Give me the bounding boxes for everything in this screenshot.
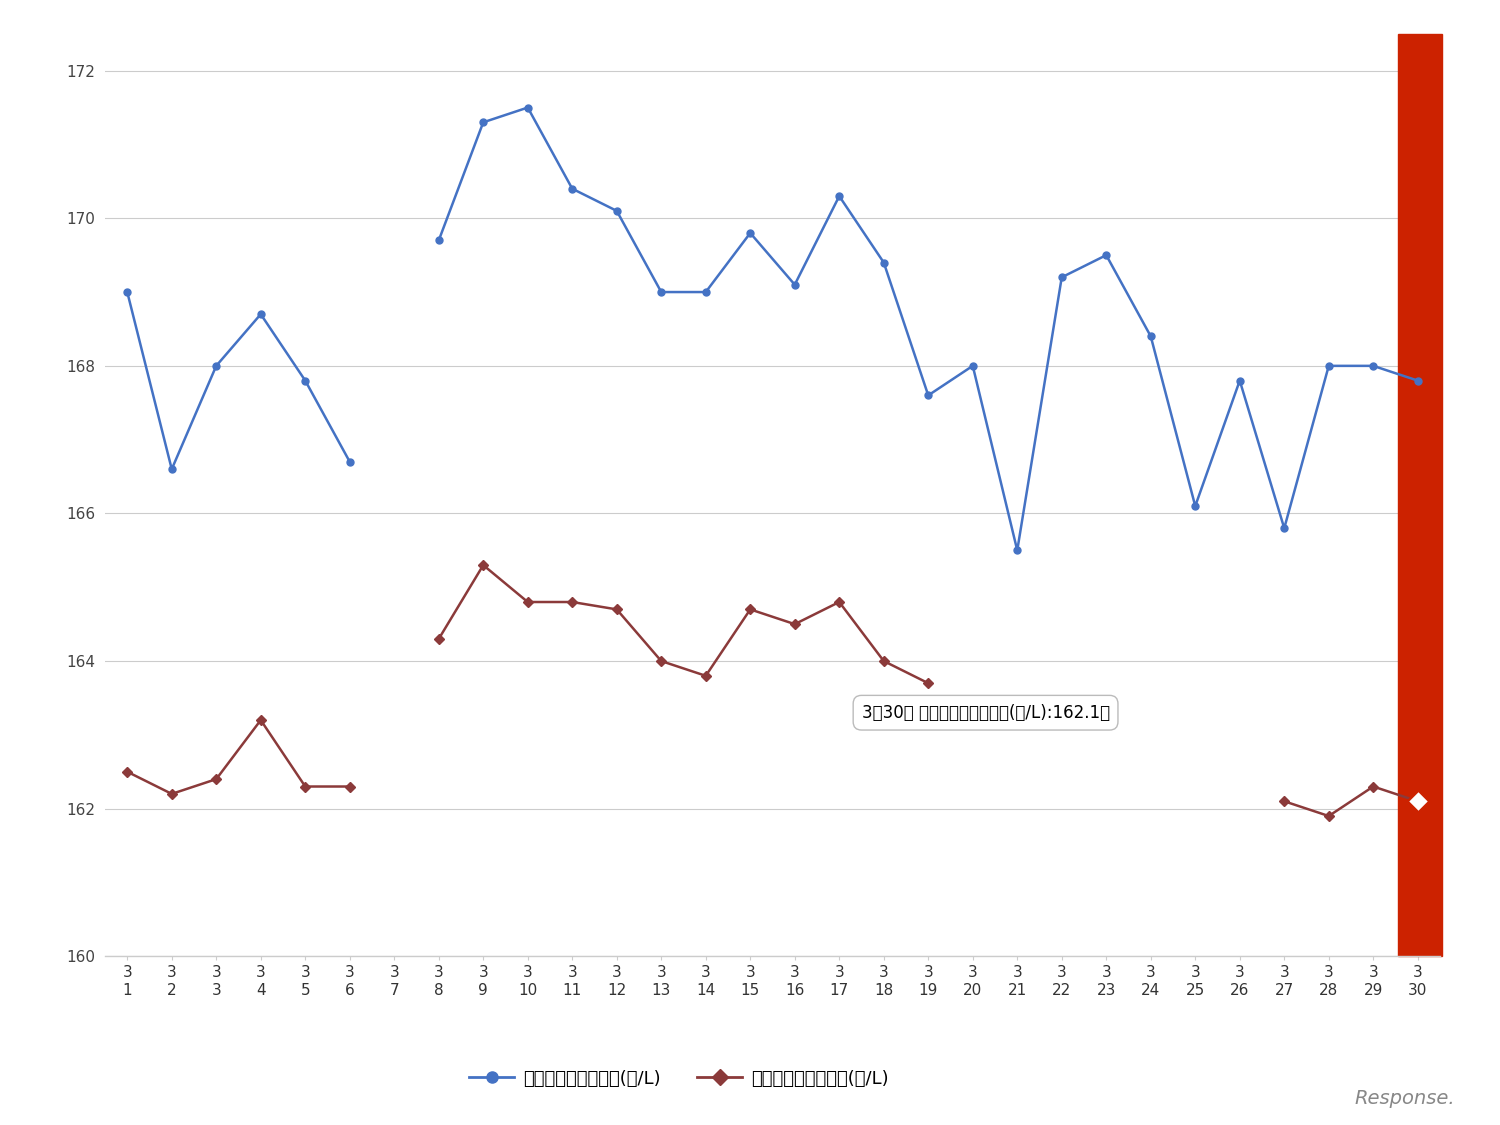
レギュラー実売価格(円/L) — [207, 773, 225, 786]
レギュラー看板価格(円/L) — [429, 234, 447, 248]
Legend: レギュラー看板価格(円/L), レギュラー実売価格(円/L): レギュラー看板価格(円/L), レギュラー実売価格(円/L) — [462, 1062, 896, 1095]
レギュラー看板価格(円/L) — [1096, 249, 1114, 262]
レギュラー看板価格(円/L) — [252, 307, 270, 321]
レギュラー実売価格(円/L) — [920, 676, 938, 690]
レギュラー実売価格(円/L) — [564, 595, 582, 609]
Text: 3月30日 レギュラー実売価格(円/L):162.1円: 3月30日 レギュラー実売価格(円/L):162.1円 — [861, 704, 1110, 722]
レギュラー実売価格(円/L) — [652, 655, 670, 668]
Text: Response.: Response. — [1354, 1089, 1455, 1108]
レギュラー看板価格(円/L) — [608, 204, 625, 217]
レギュラー実売価格(円/L) — [1275, 794, 1293, 808]
Line: レギュラー実売価格(円/L): レギュラー実売価格(円/L) — [124, 561, 1420, 819]
レギュラー実売価格(円/L) — [874, 655, 892, 668]
Line: レギュラー看板価格(円/L): レギュラー看板価格(円/L) — [124, 105, 1420, 554]
レギュラー実売価格(円/L) — [608, 603, 625, 616]
Bar — [1398, 34, 1441, 956]
レギュラー看板価格(円/L) — [1186, 500, 1204, 513]
レギュラー実売価格(円/L) — [831, 595, 849, 609]
レギュラー看板価格(円/L) — [207, 359, 225, 372]
レギュラー看板価格(円/L) — [1320, 359, 1338, 372]
レギュラー実売価格(円/L) — [1053, 706, 1071, 720]
レギュラー看板価格(円/L) — [1230, 374, 1248, 387]
レギュラー実売価格(円/L) — [1320, 809, 1338, 822]
レギュラー看板価格(円/L) — [1365, 359, 1383, 372]
レギュラー看板価格(円/L) — [118, 286, 136, 299]
レギュラー看板価格(円/L) — [1408, 374, 1426, 387]
レギュラー実売価格(円/L) — [252, 713, 270, 727]
レギュラー看板価格(円/L) — [296, 374, 315, 387]
レギュラー看板価格(円/L) — [696, 286, 714, 299]
レギュラー看板価格(円/L) — [564, 182, 582, 196]
レギュラー実売価格(円/L) — [296, 780, 315, 793]
レギュラー看板価格(円/L) — [963, 359, 981, 372]
レギュラー看板価格(円/L) — [741, 226, 759, 240]
レギュラー看板価格(円/L) — [1053, 270, 1071, 284]
レギュラー看板価格(円/L) — [874, 255, 892, 269]
レギュラー実売価格(円/L) — [786, 618, 804, 631]
レギュラー看板価格(円/L) — [786, 278, 804, 291]
レギュラー実売価格(円/L) — [118, 765, 136, 778]
レギュラー看板価格(円/L) — [340, 455, 358, 468]
レギュラー実売価格(円/L) — [474, 558, 492, 572]
レギュラー看板価格(円/L) — [652, 286, 670, 299]
レギュラー実売価格(円/L) — [1365, 780, 1383, 793]
レギュラー看板価格(円/L) — [1275, 522, 1293, 536]
レギュラー看板価格(円/L) — [162, 462, 180, 476]
レギュラー実売価格(円/L) — [1408, 794, 1426, 808]
レギュラー実売価格(円/L) — [162, 788, 180, 801]
レギュラー実売価格(円/L) — [696, 669, 714, 683]
レギュラー看板価格(円/L) — [920, 388, 938, 402]
レギュラー看板価格(円/L) — [519, 101, 537, 115]
レギュラー看板価格(円/L) — [474, 116, 492, 129]
レギュラー看板価格(円/L) — [831, 189, 849, 202]
レギュラー看板価格(円/L) — [1142, 330, 1160, 343]
レギュラー実売価格(円/L) — [340, 780, 358, 793]
レギュラー看板価格(円/L) — [1008, 543, 1026, 557]
レギュラー実売価格(円/L) — [519, 595, 537, 609]
レギュラー実売価格(円/L) — [429, 632, 447, 646]
レギュラー実売価格(円/L) — [741, 603, 759, 616]
